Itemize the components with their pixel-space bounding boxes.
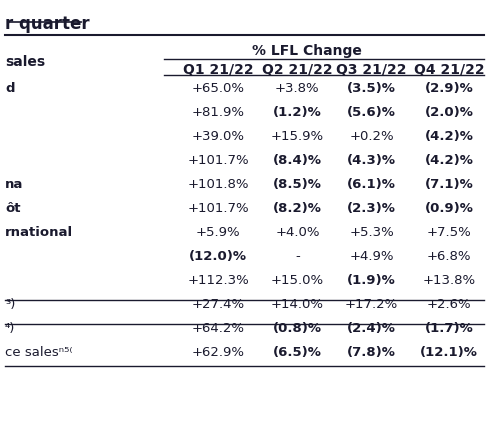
Text: +3.8%: +3.8%	[275, 82, 319, 95]
Text: (2.0)%: (2.0)%	[424, 106, 473, 119]
Text: (0.9)%: (0.9)%	[424, 202, 473, 215]
Text: (6.5)%: (6.5)%	[273, 346, 322, 359]
Text: +101.7%: +101.7%	[187, 154, 249, 167]
Text: -: -	[295, 250, 300, 263]
Text: +13.8%: +13.8%	[423, 274, 476, 287]
Text: (4.3)%: (4.3)%	[347, 154, 396, 167]
Text: (1.2)%: (1.2)%	[273, 106, 322, 119]
Text: ³): ³)	[5, 298, 15, 311]
Text: (8.4)%: (8.4)%	[273, 154, 322, 167]
Text: (6.1)%: (6.1)%	[347, 178, 396, 191]
Text: na: na	[5, 178, 23, 191]
Text: (5.6)%: (5.6)%	[347, 106, 396, 119]
Text: +27.4%: +27.4%	[191, 298, 245, 311]
Text: d: d	[5, 82, 14, 95]
Text: +112.3%: +112.3%	[187, 274, 249, 287]
Text: (7.1)%: (7.1)%	[424, 178, 473, 191]
Text: ôt: ôt	[5, 202, 20, 215]
Text: +6.8%: +6.8%	[427, 250, 471, 263]
Text: +64.2%: +64.2%	[192, 322, 245, 335]
Text: Q2 21/22: Q2 21/22	[262, 63, 333, 77]
Text: +81.9%: +81.9%	[192, 106, 245, 119]
Text: (8.5)%: (8.5)%	[273, 178, 322, 191]
Text: +4.9%: +4.9%	[350, 250, 394, 263]
Text: (4.2)%: (4.2)%	[424, 130, 473, 143]
Text: ⁴): ⁴)	[5, 322, 15, 335]
Text: +0.2%: +0.2%	[350, 130, 394, 143]
Text: +65.0%: +65.0%	[192, 82, 245, 95]
Text: % LFL Change: % LFL Change	[252, 44, 362, 58]
Text: +14.0%: +14.0%	[271, 298, 324, 311]
Text: (1.9)%: (1.9)%	[348, 274, 396, 287]
Text: +62.9%: +62.9%	[192, 346, 245, 359]
Text: +101.7%: +101.7%	[187, 202, 249, 215]
Text: (4.2)%: (4.2)%	[424, 154, 473, 167]
Text: (3.5)%: (3.5)%	[347, 82, 396, 95]
Text: sales: sales	[5, 55, 45, 69]
Text: ce salesⁿ⁵⁽: ce salesⁿ⁵⁽	[5, 346, 72, 359]
Text: (8.2)%: (8.2)%	[273, 202, 322, 215]
Text: +101.8%: +101.8%	[187, 178, 249, 191]
Text: Q4 21/22: Q4 21/22	[414, 63, 484, 77]
Text: (12.0)%: (12.0)%	[189, 250, 247, 263]
Text: (2.9)%: (2.9)%	[424, 82, 473, 95]
Text: +15.9%: +15.9%	[271, 130, 324, 143]
Text: +7.5%: +7.5%	[426, 226, 471, 239]
Text: +17.2%: +17.2%	[345, 298, 398, 311]
Text: Q3 21/22: Q3 21/22	[336, 63, 407, 77]
Text: +15.0%: +15.0%	[271, 274, 324, 287]
Text: +2.6%: +2.6%	[427, 298, 471, 311]
Text: Q1 21/22: Q1 21/22	[183, 63, 253, 77]
Text: +5.9%: +5.9%	[196, 226, 241, 239]
Text: +4.0%: +4.0%	[275, 226, 319, 239]
Text: (12.1)%: (12.1)%	[420, 346, 478, 359]
Text: rnational: rnational	[5, 226, 73, 239]
Text: +39.0%: +39.0%	[192, 130, 245, 143]
Text: (7.8)%: (7.8)%	[347, 346, 396, 359]
Text: (0.8)%: (0.8)%	[273, 322, 322, 335]
Text: +5.3%: +5.3%	[350, 226, 394, 239]
Text: (2.3)%: (2.3)%	[347, 202, 396, 215]
Text: (2.4)%: (2.4)%	[347, 322, 396, 335]
Text: r quarter: r quarter	[5, 15, 90, 33]
Text: (1.7)%: (1.7)%	[424, 322, 473, 335]
